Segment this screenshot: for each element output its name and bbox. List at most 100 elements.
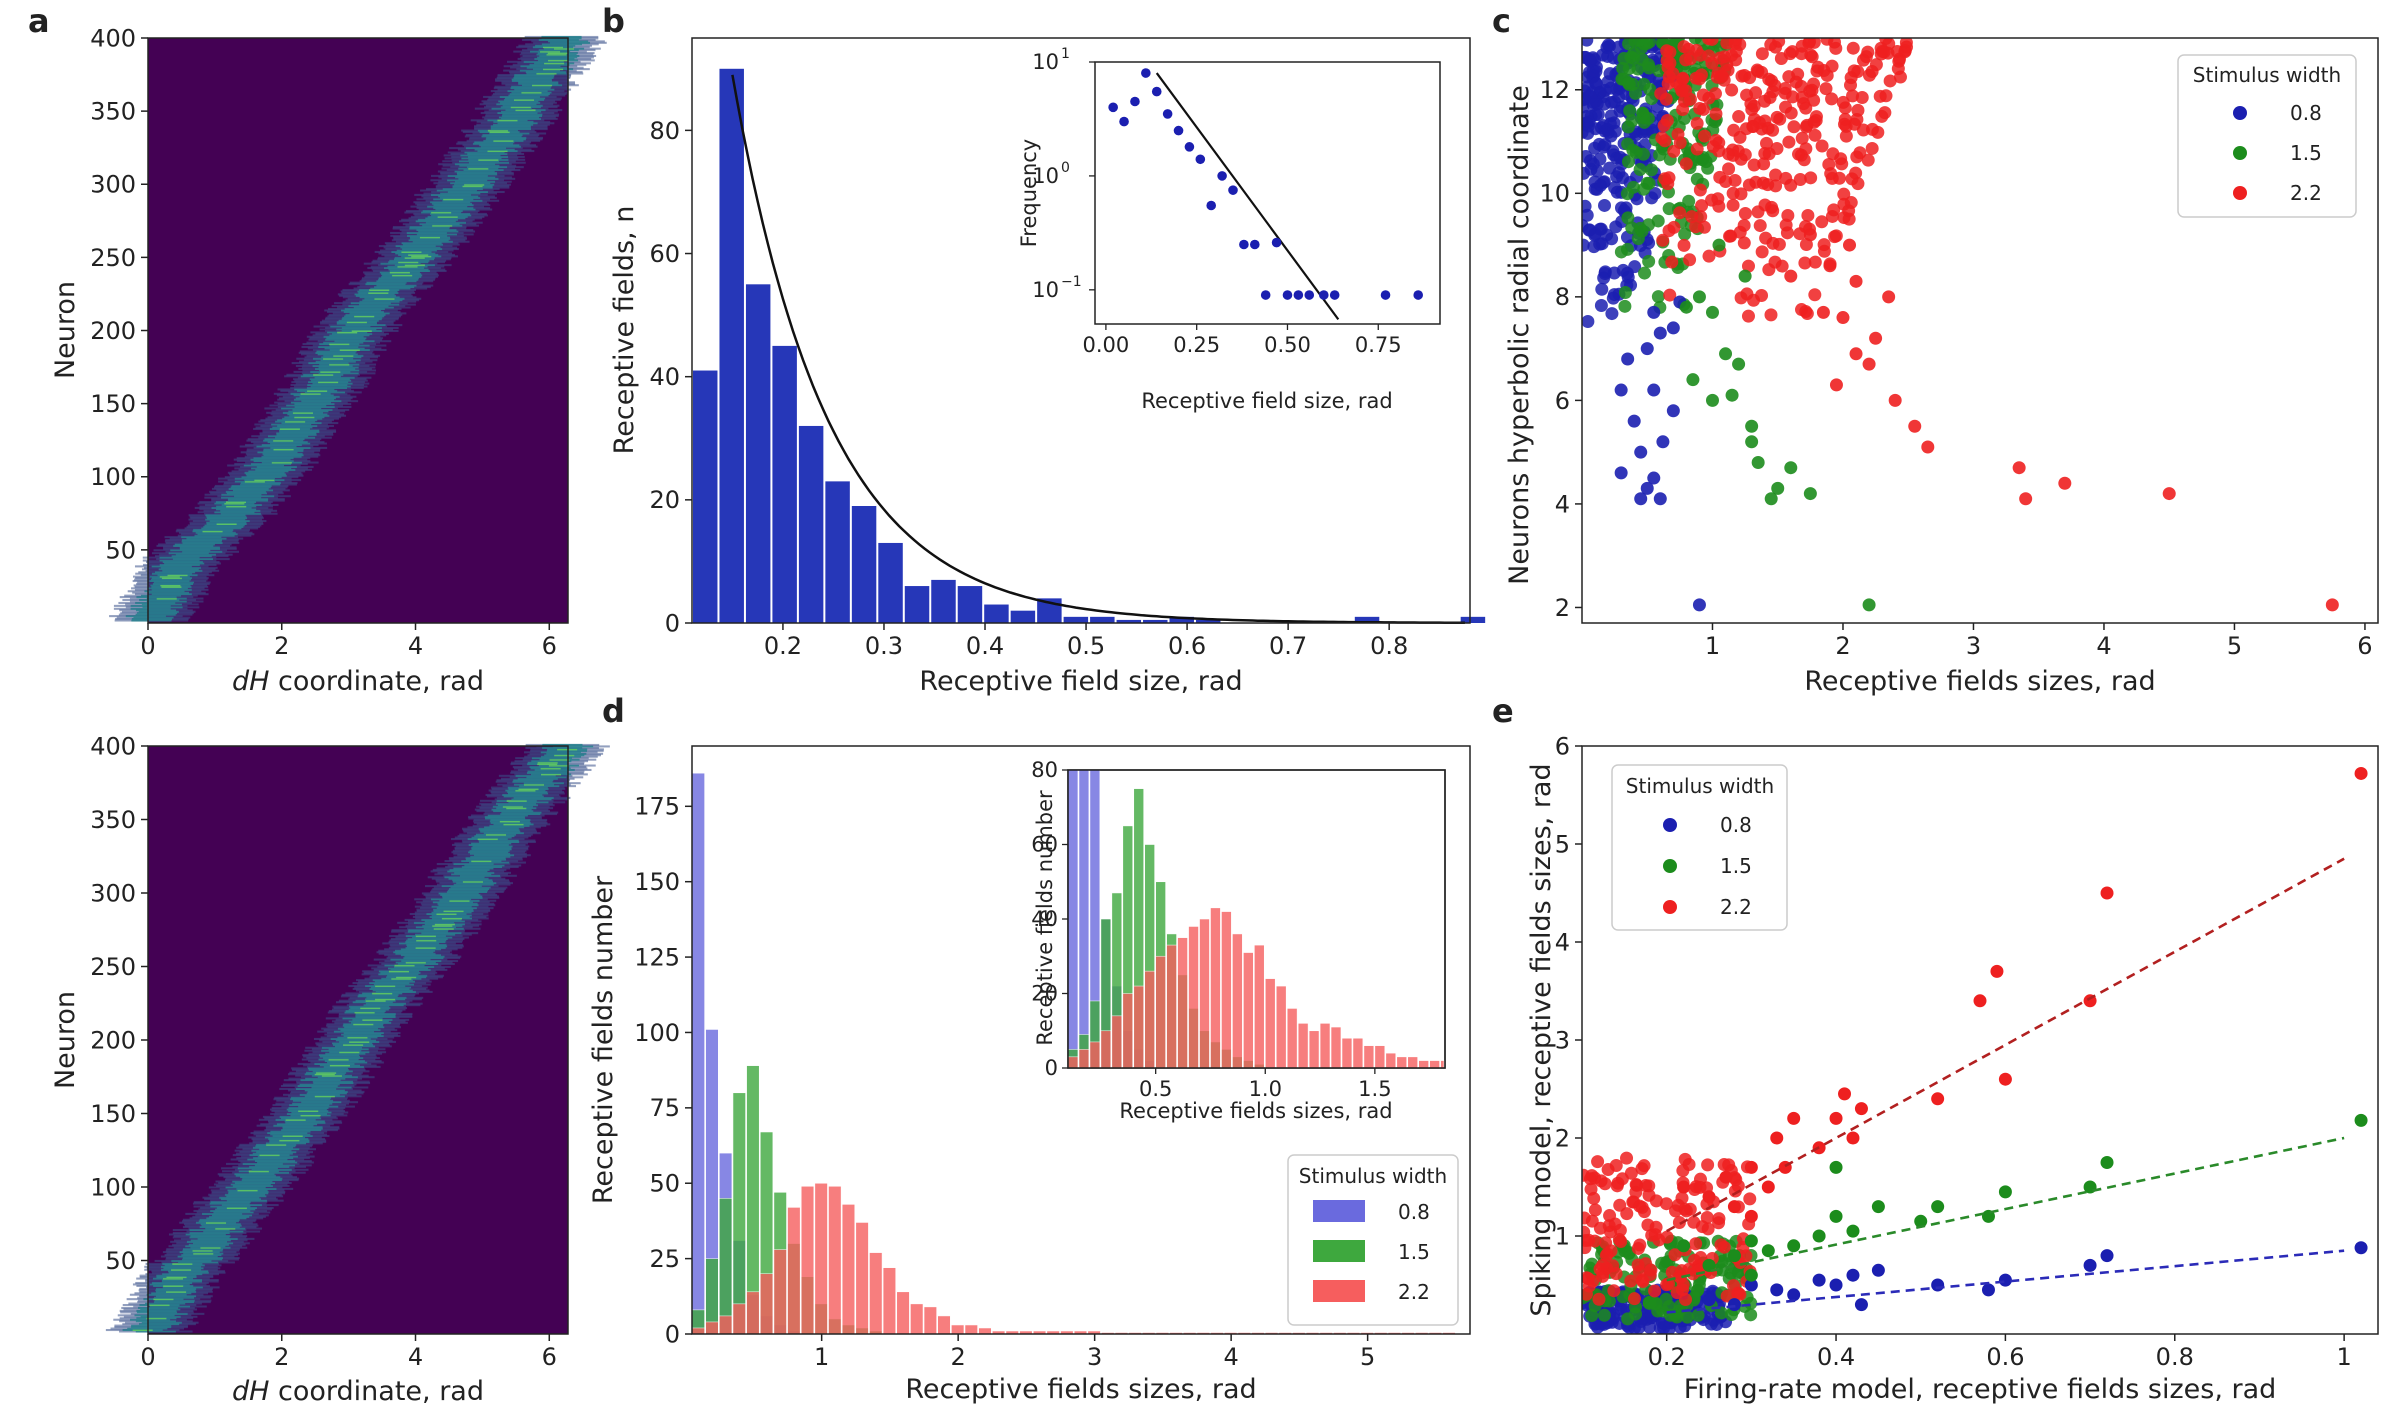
heatmap-row-peak <box>521 91 542 94</box>
heatmap-row-peak <box>499 820 520 823</box>
scatter-point <box>1702 49 1716 63</box>
heatmap-row <box>221 496 262 499</box>
heatmap-row <box>146 1293 187 1296</box>
inset-bar <box>1067 769 1079 1069</box>
scatter-point <box>1990 964 2004 978</box>
scatter-point <box>1837 187 1851 201</box>
heatmap-row-peak <box>443 198 464 201</box>
scatter-point <box>1682 1262 1696 1276</box>
panel-label-e: e <box>1492 692 1514 730</box>
heatmap-row <box>293 398 335 401</box>
heatmap-row <box>251 1168 292 1171</box>
inset-bar <box>1385 1052 1397 1069</box>
histogram-bar <box>957 586 983 623</box>
heatmap-row <box>241 476 282 479</box>
heatmap-row <box>182 541 223 545</box>
heatmap-row <box>279 1115 320 1118</box>
scatter-point <box>1838 112 1852 126</box>
heatmap-row <box>307 384 348 387</box>
scatter-point <box>1692 290 1706 304</box>
legend-marker-0.8 <box>2233 106 2247 120</box>
heatmap-row-peak <box>388 970 409 973</box>
heatmap-row <box>144 590 185 593</box>
scatter-point <box>1648 1297 1662 1311</box>
power-law-line <box>1155 72 1340 321</box>
heatmap-row <box>467 152 508 155</box>
heatmap-row <box>203 525 244 528</box>
scatter-point <box>1779 100 1793 114</box>
heatmap-row <box>220 509 261 512</box>
scatter-point <box>2162 487 2176 501</box>
heatmap-row <box>446 890 488 893</box>
inset-bar <box>1308 1030 1320 1069</box>
heatmap-row <box>153 1296 195 1299</box>
scatter-point <box>1621 137 1635 151</box>
inset-bar <box>1166 944 1177 1069</box>
heatmap-row <box>234 1173 275 1176</box>
scatter-point <box>1582 38 1594 47</box>
heatmap-row <box>232 1184 273 1187</box>
scatter-point <box>1600 41 1614 55</box>
heatmap-row <box>490 821 531 824</box>
heatmap-row <box>140 594 182 597</box>
inset-y-tick-label: 80 <box>1031 758 1058 782</box>
scatter-point <box>1717 1240 1731 1254</box>
panel-label-c: c <box>1492 2 1511 40</box>
scatter-point <box>1914 1214 1928 1228</box>
inset-bar <box>1396 1056 1408 1069</box>
heatmap-row <box>154 1299 195 1302</box>
scatter-point <box>1743 1192 1757 1206</box>
heatmap-row-peak <box>437 215 458 218</box>
heatmap-row-peak <box>553 47 575 50</box>
heatmap-row <box>286 1108 327 1111</box>
heatmap-row <box>372 979 413 982</box>
scatter-point <box>1792 147 1806 161</box>
heatmap-row-peak <box>156 597 177 600</box>
heatmap-row <box>464 151 505 154</box>
x-tick-label: 0 <box>140 632 155 660</box>
scatter-point <box>1651 290 1665 304</box>
scatter-point <box>1819 82 1833 96</box>
y-tick-label: 50 <box>105 536 136 564</box>
heatmap-row-peak <box>339 1051 360 1054</box>
x-tick-label: 0.5 <box>1067 632 1105 660</box>
scatter-point <box>1653 148 1667 162</box>
scatter-point <box>1727 123 1741 137</box>
heatmap-row <box>448 877 489 880</box>
y-tick-label: 100 <box>90 1173 136 1201</box>
histogram-bar <box>1143 619 1168 623</box>
heatmap-row <box>343 310 384 313</box>
heatmap-row <box>261 443 302 447</box>
fit-curve <box>731 74 1465 624</box>
scatter-point <box>1594 299 1608 313</box>
scatter-point <box>1749 175 1763 189</box>
scatter-point <box>1744 1234 1758 1248</box>
scatter-point <box>1812 1229 1826 1243</box>
heatmap-row <box>304 1089 345 1092</box>
heatmap-row <box>228 487 269 490</box>
scatter-point <box>1582 166 1591 180</box>
x-tick-label: 0.3 <box>865 632 903 660</box>
heatmap-row <box>352 1001 393 1004</box>
heatmap-row <box>442 199 483 202</box>
heatmap-row <box>461 157 502 160</box>
scatter-point <box>1825 171 1839 185</box>
scatter-point <box>1637 1159 1651 1173</box>
heatmap-row <box>435 208 476 211</box>
heatmap-row <box>253 457 294 460</box>
heatmap-row <box>248 470 289 473</box>
heatmap-row-peak <box>166 1276 187 1279</box>
heatmap-row <box>193 528 234 531</box>
heatmap-row <box>342 1024 383 1027</box>
heatmap-row <box>245 473 286 476</box>
heatmap-row <box>334 1045 376 1048</box>
heatmap-row <box>459 164 500 167</box>
scatter-point <box>1770 1131 1784 1145</box>
heatmap-row <box>369 982 410 985</box>
scatter-point <box>1817 244 1831 258</box>
scatter-point <box>1839 129 1853 143</box>
heatmap-row-peak <box>375 998 396 1001</box>
inset-y-tick-label: 10 <box>1032 164 1059 188</box>
x-axis-label: Receptive fields sizes, rad <box>905 1374 1256 1404</box>
scatter-point <box>1770 142 1784 156</box>
